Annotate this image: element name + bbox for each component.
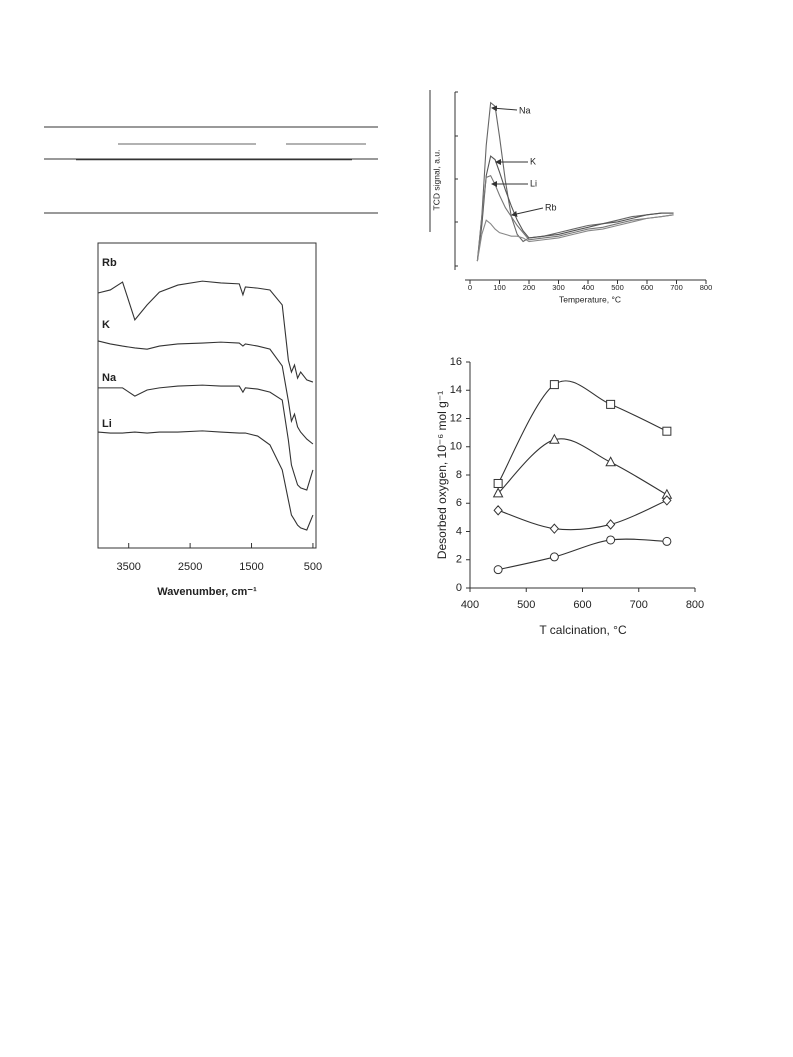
x-tick-label: 200: [523, 283, 536, 292]
marker: [606, 399, 616, 409]
marker: [549, 523, 560, 534]
y-tick-label: 2: [456, 554, 462, 566]
series-line: [498, 538, 667, 571]
series-line: [476, 101, 674, 262]
series-label: K: [530, 156, 536, 166]
x-tick-label: 600: [641, 283, 654, 292]
series-line: [497, 380, 668, 484]
x-axis-label: Wavenumber, cm⁻¹: [157, 586, 257, 598]
y-tick-label: 0: [456, 582, 462, 594]
marker: [662, 495, 672, 506]
marker: [549, 380, 559, 390]
x-tick-label: 400: [461, 599, 479, 611]
label-arrow: [491, 105, 518, 112]
series-label: K: [102, 319, 110, 331]
series-label: Rb: [102, 257, 117, 269]
series-line: [476, 174, 674, 262]
y-tick-label: 4: [456, 525, 462, 537]
x-tick-label: 500: [304, 561, 322, 573]
x-tick-label: 800: [700, 283, 713, 292]
series-label: Rb: [545, 202, 557, 212]
x-tick-label: 300: [552, 283, 565, 292]
table-rules: [44, 126, 378, 214]
marker: [605, 456, 616, 467]
y-tick-label: 8: [456, 469, 462, 481]
series-line: [476, 155, 674, 262]
series-line: [476, 214, 674, 262]
x-tick-label: 500: [517, 599, 535, 611]
x-tick-label: 2500: [178, 561, 202, 573]
series-label: Li: [102, 418, 112, 430]
x-tick-label: 500: [611, 283, 624, 292]
marker: [662, 426, 672, 436]
marker: [549, 433, 560, 444]
marker: [493, 478, 503, 488]
y-tick-label: 6: [456, 497, 462, 509]
y-tick-label: 16: [450, 356, 462, 368]
x-tick-label: 600: [573, 599, 591, 611]
x-tick-label: 700: [630, 599, 648, 611]
x-tick-label: 700: [670, 283, 683, 292]
x-tick-label: 3500: [116, 561, 140, 573]
marker: [662, 536, 672, 546]
x-tick-label: 100: [493, 283, 506, 292]
marker: [605, 519, 616, 530]
x-axis-label: T calcination, °C: [539, 623, 627, 637]
marker: [549, 552, 559, 562]
y-axis-label: Desorbed oxygen, 10⁻⁶ mol g⁻¹: [435, 391, 449, 559]
series-line: [97, 430, 314, 531]
y-tick-label: 12: [450, 412, 462, 424]
series-line: [97, 340, 314, 445]
marker: [606, 535, 616, 545]
series-line: [497, 438, 668, 496]
marker: [492, 487, 504, 498]
series-label: Na: [102, 372, 117, 384]
marker: [493, 565, 503, 575]
series-label: Na: [519, 105, 531, 115]
x-tick-label: 400: [582, 283, 595, 292]
y-axis-label: TCD signal, a.u.: [431, 150, 441, 211]
x-tick-label: 1500: [239, 561, 263, 573]
series-line: [98, 384, 314, 491]
plot-frame: [97, 242, 317, 549]
x-tick-label: 800: [686, 599, 704, 611]
label-arrow: [511, 207, 544, 217]
marker: [493, 505, 503, 516]
series-label: Li: [530, 178, 537, 188]
y-tick-label: 14: [450, 384, 462, 396]
y-tick-label: 10: [450, 441, 462, 453]
series-line: [97, 280, 314, 383]
x-axis-label: Temperature, °C: [559, 294, 621, 304]
x-tick-label: 0: [468, 283, 472, 292]
series-line: [497, 499, 668, 531]
